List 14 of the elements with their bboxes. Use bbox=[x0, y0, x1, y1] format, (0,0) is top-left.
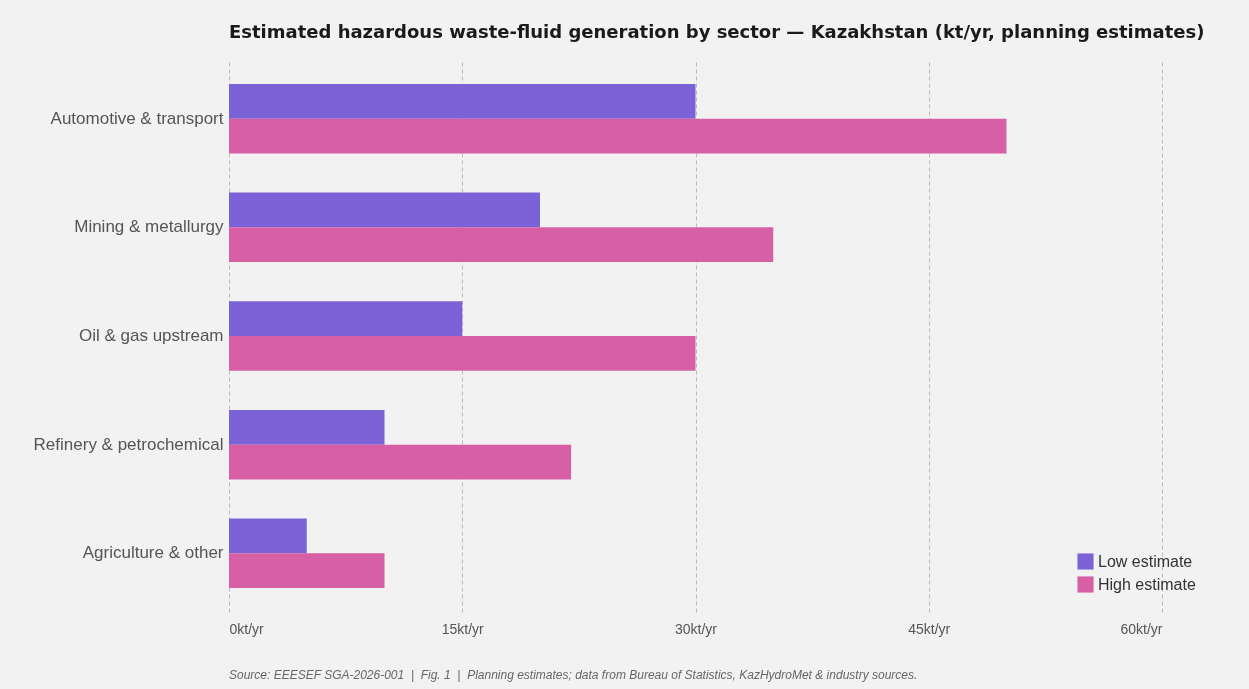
y-tick-label: Automotive & transport bbox=[50, 108, 224, 128]
legend-label: Low estimate bbox=[1098, 552, 1193, 570]
y-tick-label: Mining & metallurgy bbox=[74, 217, 224, 237]
x-tick-label: 45kt/yr bbox=[908, 620, 951, 637]
legend-label: High estimate bbox=[1098, 575, 1196, 593]
x-tick-label: 15kt/yr bbox=[441, 620, 485, 637]
x-tick-label: 30kt/yr bbox=[674, 620, 718, 637]
chart-title: Estimated hazardous waste-fluid generation by sector — Kazakhstan (kt/yr, planning estimates) bbox=[229, 21, 1205, 42]
source-note: Source: EEESEF SGA-2026-001 | Fig. 1 | Planning estimates; data from Bureau of Statistics, KazHydroMet & industry sources. bbox=[229, 668, 918, 682]
x-tick-label: 0kt/yr bbox=[229, 620, 265, 637]
y-tick-label: Refinery & petrochemical bbox=[33, 434, 224, 454]
y-tick-label: Agriculture & other bbox=[82, 543, 224, 563]
x-tick-label: 60kt/yr bbox=[1120, 620, 1163, 637]
y-tick-label: Oil & gas upstream bbox=[78, 326, 224, 345]
